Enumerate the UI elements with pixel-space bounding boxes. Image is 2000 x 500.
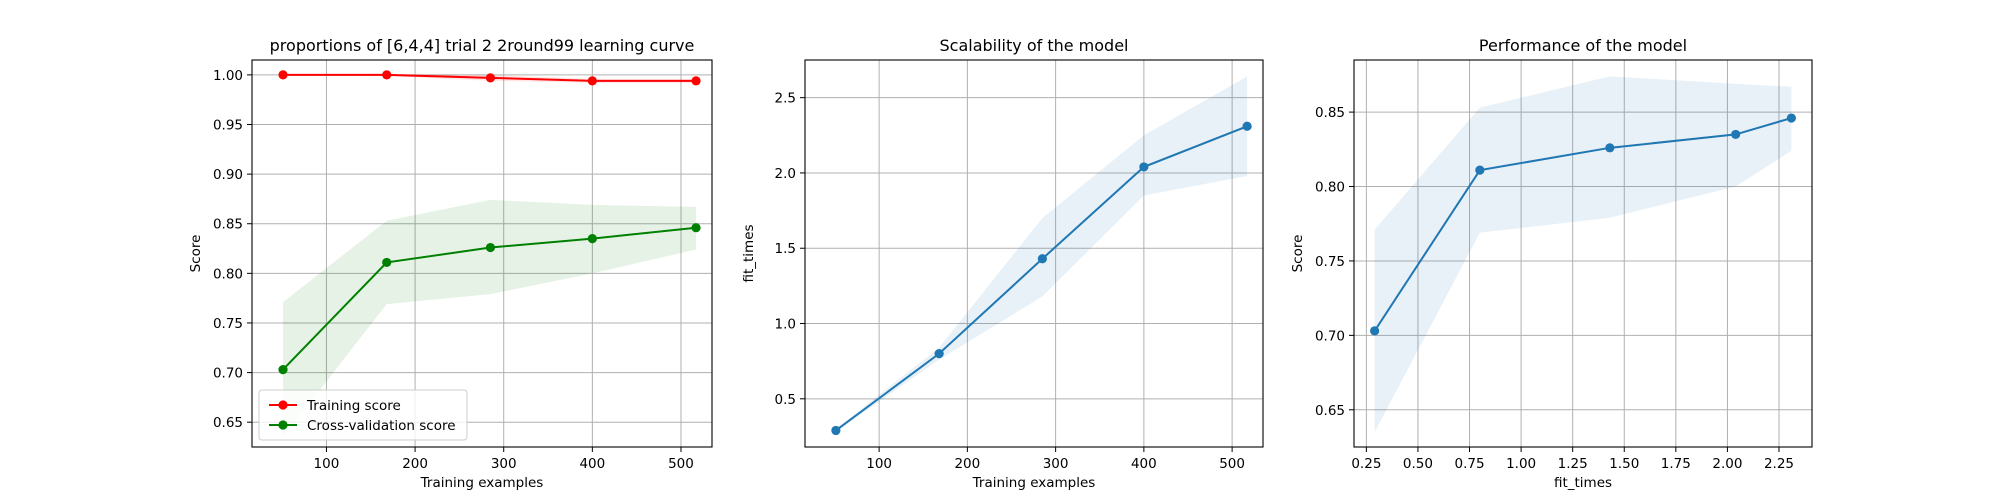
learning-curve-point-0 [278, 70, 288, 80]
legend-entry-label: Cross-validation score [307, 418, 456, 434]
performance-x-tick-label: 0.75 [1455, 456, 1485, 472]
learning-curve-x-tick-label: 100 [314, 456, 340, 472]
learning-curve-point-0 [485, 73, 496, 83]
performance-x-tick-label: 2.00 [1712, 456, 1742, 472]
scalability-x-tick-label: 200 [954, 456, 980, 472]
scalability-point-0 [831, 425, 841, 436]
performance-x-tick-label: 0.50 [1403, 456, 1433, 472]
learning-curve-x-tick-label: 400 [579, 456, 605, 472]
scalability-title: Scalability of the model [940, 36, 1129, 55]
scalability-y-tick-label: 1.5 [775, 241, 796, 257]
performance-x-tick-label: 2.25 [1764, 456, 1794, 472]
performance-x-tick-label: 1.25 [1558, 456, 1588, 472]
performance-y-tick-label: 0.80 [1315, 180, 1345, 196]
scalability-y-axis-label: fit_times [741, 224, 757, 282]
learning-curve-y-tick-label: 0.85 [213, 217, 243, 233]
learning-curve-point-0 [691, 76, 701, 86]
learning-curve-x-tick-label: 500 [668, 456, 694, 472]
learning-curve-point-1 [587, 234, 597, 244]
learning-curve-y-tick-label: 0.80 [213, 266, 243, 282]
performance-band-0 [1374, 76, 1792, 433]
learning-curve-title: proportions of [6,4,4] trial 2 2round99 … [270, 36, 695, 55]
learning-curve-y-tick-label: 1.00 [213, 68, 243, 84]
learning-curve-y-axis-label: Score [188, 235, 204, 273]
performance-axes-frame [1353, 59, 1813, 448]
scalability-x-tick-label: 300 [1043, 456, 1069, 472]
learning-curve-point-0 [587, 76, 597, 86]
scalability-axes-frame [804, 59, 1264, 448]
learning-curve-point-0 [382, 70, 392, 80]
performance-x-tick-label: 0.25 [1351, 456, 1381, 472]
learning-curve-point-1 [485, 242, 496, 253]
performance-title: Performance of the model [1479, 36, 1687, 55]
scalability-point-0 [1242, 121, 1252, 131]
scalability-plot: 100 200 300 400 500 0.5 1.0 1.5 2.0 2.5 Scalabilit… [741, 36, 1264, 491]
learning-curve-y-tick-label: 0.90 [213, 167, 243, 183]
learning-curve-point-1 [382, 257, 392, 268]
performance-point-0 [1370, 326, 1380, 336]
scalability-y-tick-label: 2.0 [775, 166, 796, 182]
scalability-x-axis-label: Training examples [972, 475, 1096, 491]
learning-curve-y-tick-label: 0.95 [213, 118, 243, 134]
scalability-x-tick-label: 100 [866, 456, 892, 472]
scalability-x-tick-label: 400 [1131, 456, 1157, 472]
performance-plot: 0.25 0.50 0.75 1.00 1.25 1.50 1.75 2.00 2.25 0.65… [1290, 36, 1813, 491]
scalability-y-tick-label: 1.0 [775, 317, 796, 333]
performance-x-tick-label: 1.50 [1609, 456, 1639, 472]
learning-curve-y-tick-label: 0.75 [213, 316, 243, 332]
learning-curve-plot: 100 200 300 400 500 0.65 0.70 0.75 0.80 0.85 0.90 0… [188, 36, 713, 491]
legend-box [258, 389, 468, 441]
learning-curve-x-tick-label: 200 [402, 456, 428, 472]
performance-x-tick-label: 1.75 [1661, 456, 1691, 472]
performance-y-tick-label: 0.75 [1315, 254, 1345, 270]
learning-curve-y-tick-label: 0.65 [213, 415, 243, 431]
scalability-point-0 [1139, 162, 1149, 172]
legend-swatch-marker [278, 420, 288, 430]
learning-curve-point-1 [691, 223, 701, 233]
performance-point-0 [1786, 113, 1796, 123]
scalability-y-tick-label: 2.5 [775, 91, 796, 107]
legend-entry-label: Training score [306, 398, 401, 414]
performance-point-0 [1475, 165, 1485, 175]
performance-y-tick-label: 0.85 [1315, 105, 1345, 121]
learning-curve-point-1 [278, 365, 288, 375]
learning-curve-axes-frame [251, 59, 713, 448]
learning-curve-x-tick-label: 300 [491, 456, 517, 472]
learning-curve-x-axis-label: Training examples [420, 475, 544, 491]
legend-swatch-marker [278, 400, 288, 410]
performance-x-tick-label: 1.00 [1506, 456, 1536, 472]
scalability-point-0 [1037, 254, 1047, 264]
performance-point-0 [1731, 129, 1741, 140]
scalability-y-tick-label: 0.5 [775, 392, 796, 408]
performance-y-tick-label: 0.65 [1315, 403, 1345, 419]
learning-curve-y-tick-label: 0.70 [213, 366, 243, 382]
performance-y-tick-label: 0.70 [1315, 328, 1345, 344]
scalability-point-0 [934, 349, 944, 359]
performance-point-0 [1605, 143, 1615, 153]
scalability-band-0 [835, 76, 1248, 432]
performance-x-axis-label: fit_times [1554, 475, 1612, 491]
scalability-x-tick-label: 500 [1219, 456, 1245, 472]
learning-curve-legend: Training score Cross-validation score [258, 389, 468, 441]
performance-y-axis-label: Score [1290, 235, 1306, 273]
